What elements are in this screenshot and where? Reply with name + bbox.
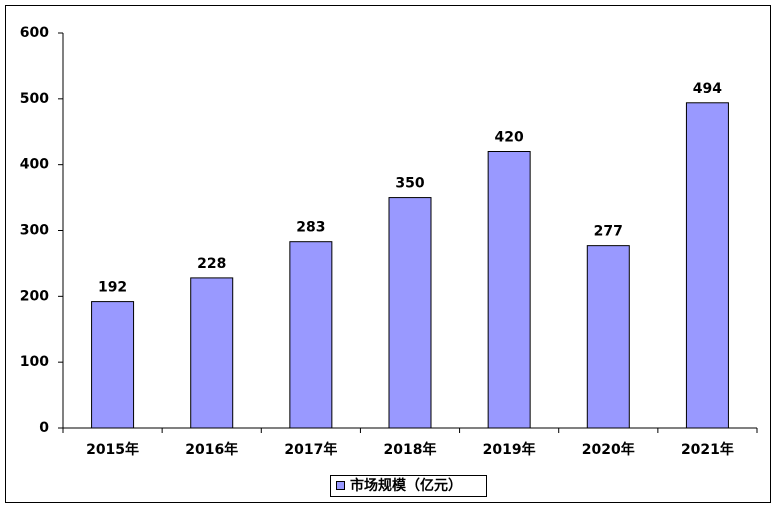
bar [190, 277, 234, 429]
bar [289, 241, 333, 429]
bar [91, 301, 135, 429]
legend-swatch [336, 481, 345, 490]
data-label: 494 [693, 81, 722, 97]
bar [685, 102, 729, 429]
data-label: 420 [495, 130, 524, 146]
x-tick-label: 2017年 [284, 441, 337, 458]
bar [586, 245, 630, 429]
x-tick-label: 2021年 [681, 441, 734, 458]
data-label: 192 [98, 280, 127, 296]
y-tick-label: 0 [39, 420, 49, 436]
y-tick-label: 100 [20, 354, 49, 370]
data-label: 283 [296, 220, 325, 236]
y-tick-label: 500 [20, 91, 49, 107]
bar [388, 197, 432, 429]
legend-label: 市场规模（亿元） [350, 477, 462, 494]
y-tick-label: 300 [20, 223, 49, 239]
x-tick-label: 2018年 [384, 441, 437, 458]
data-label: 228 [197, 256, 226, 272]
x-tick-label: 2015年 [86, 441, 139, 458]
data-label: 277 [594, 224, 623, 240]
y-tick-label: 600 [20, 25, 49, 41]
bar [487, 151, 531, 429]
legend-box [330, 475, 487, 497]
y-tick-label: 400 [20, 157, 49, 173]
x-tick-label: 2016年 [185, 441, 238, 458]
data-label: 350 [395, 176, 424, 192]
x-tick-label: 2020年 [582, 441, 635, 458]
x-tick-label: 2019年 [483, 441, 536, 458]
y-tick-label: 200 [20, 288, 49, 304]
